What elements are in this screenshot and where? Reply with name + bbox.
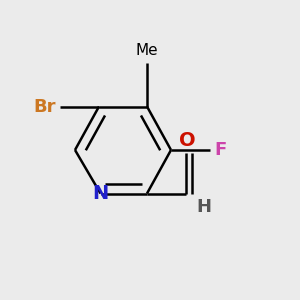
Text: H: H	[196, 198, 211, 216]
Text: Br: Br	[33, 98, 56, 116]
Text: N: N	[92, 184, 109, 203]
Text: Me: Me	[136, 43, 158, 58]
Text: O: O	[179, 131, 196, 151]
Text: F: F	[214, 141, 227, 159]
